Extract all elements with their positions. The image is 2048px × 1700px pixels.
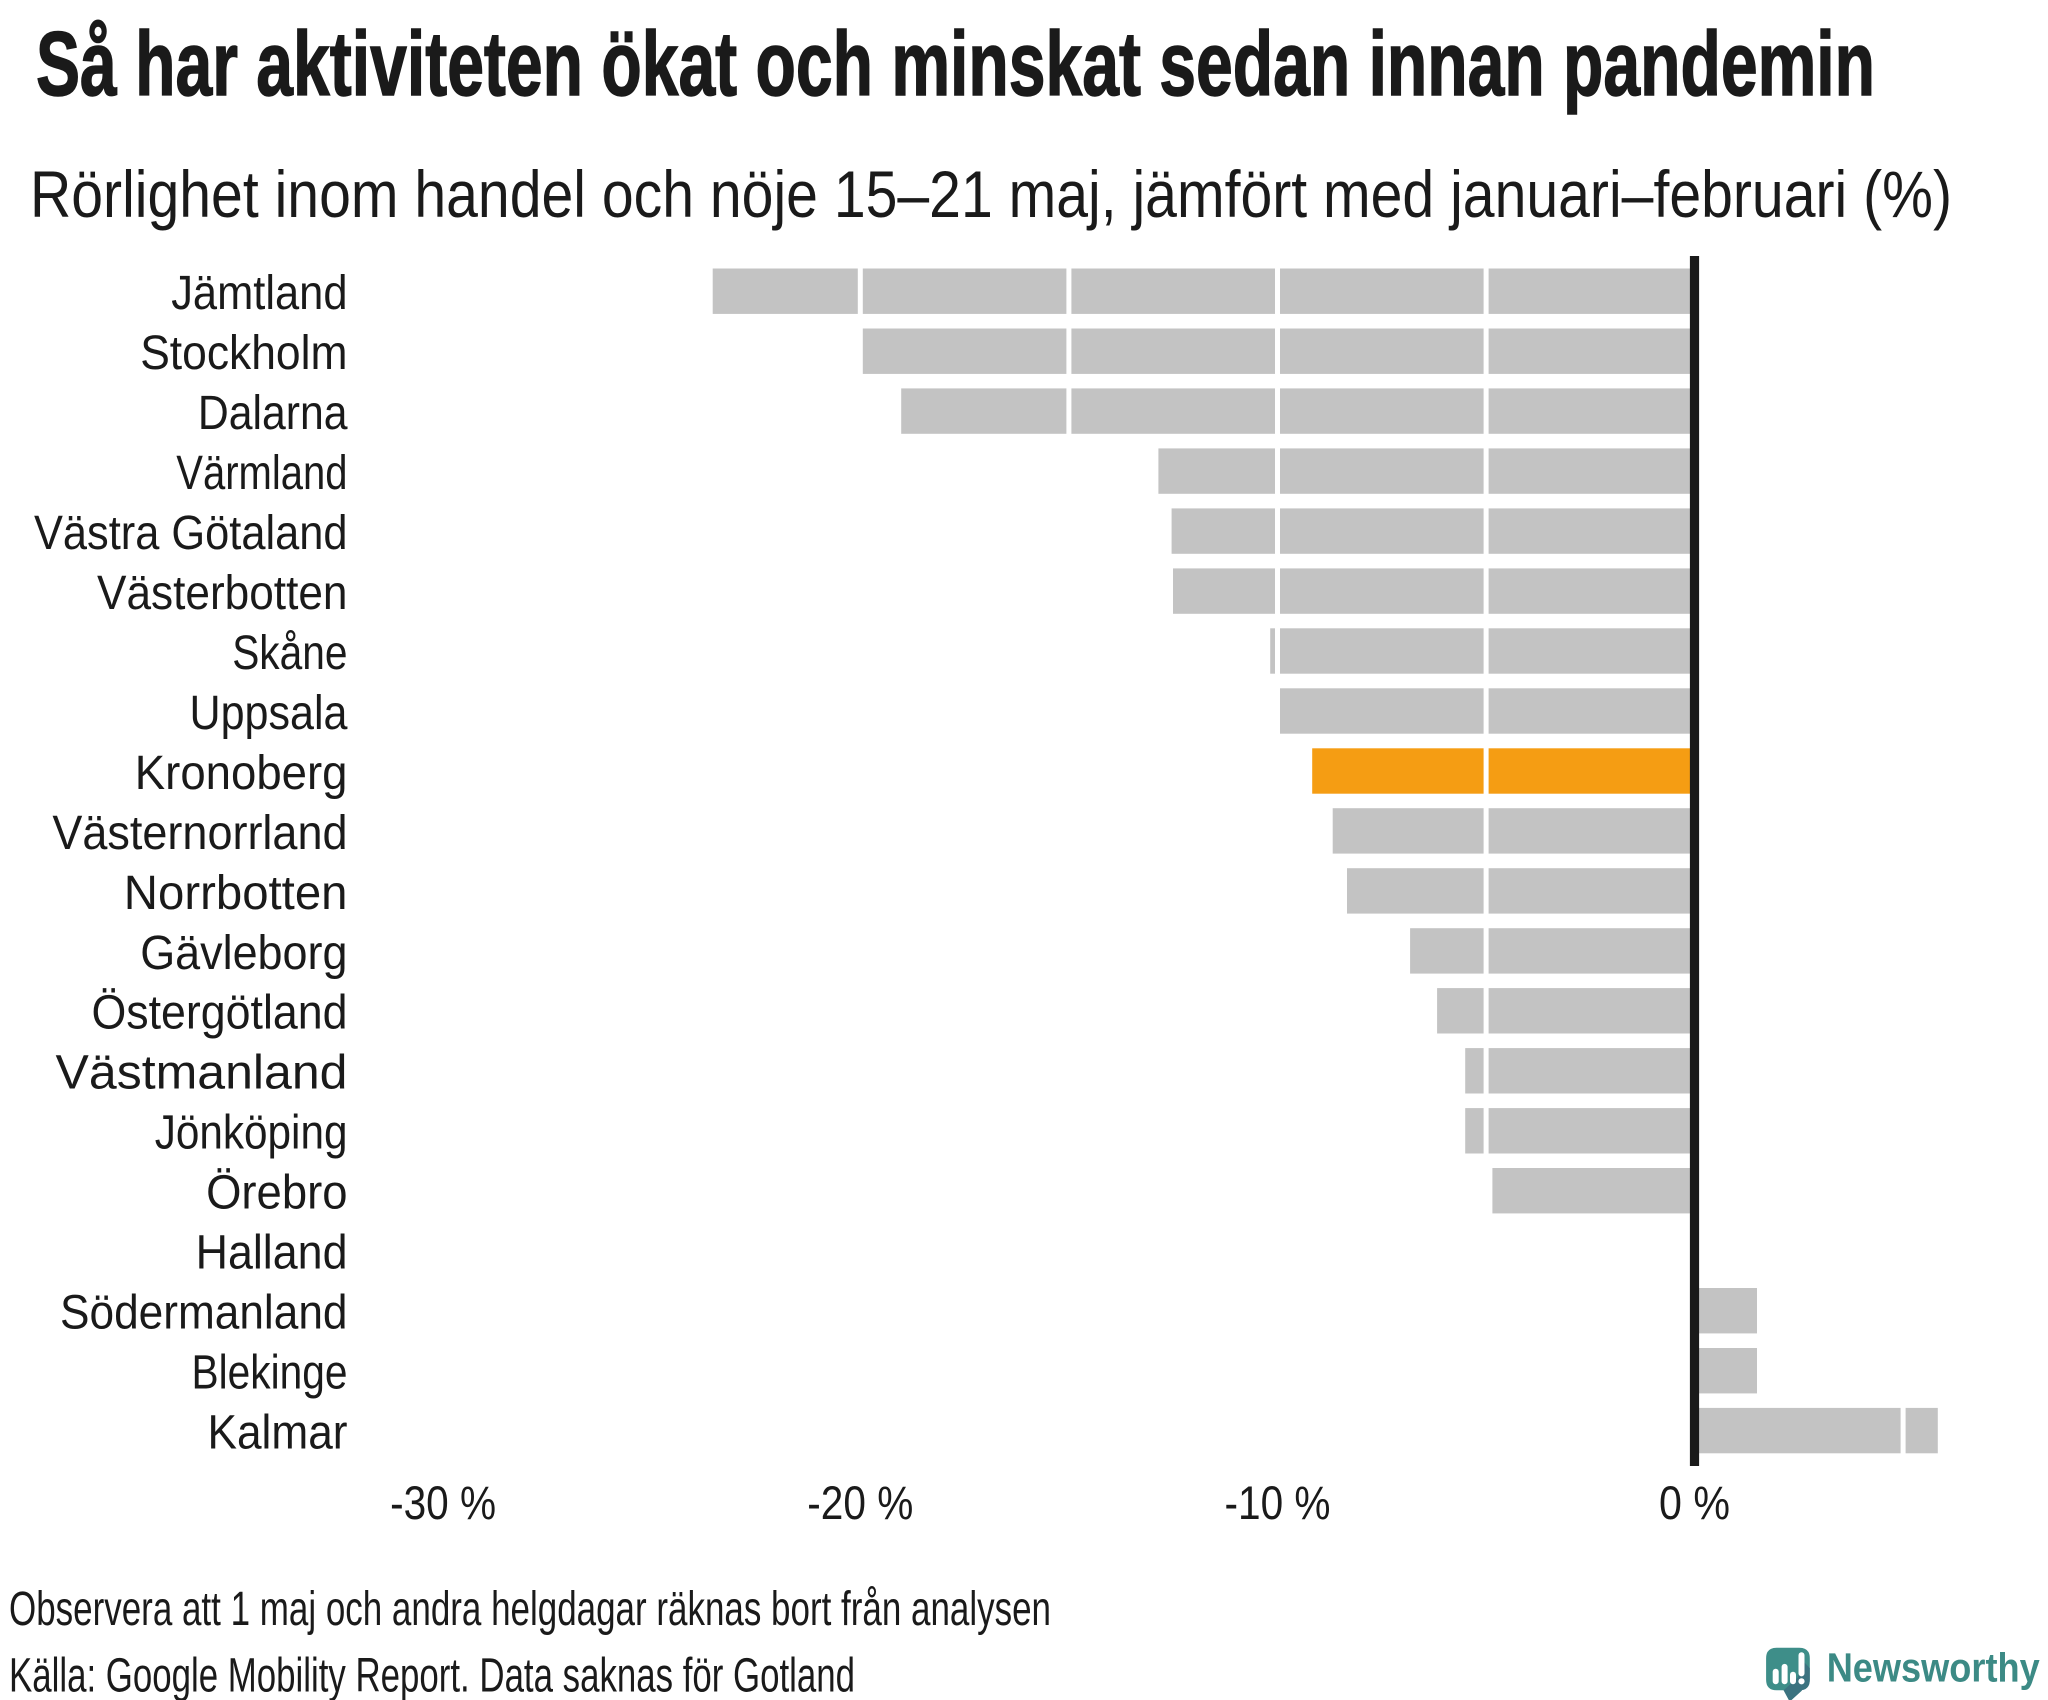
svg-text:Värmland: Värmland	[176, 447, 347, 500]
svg-text:Västernorrland: Västernorrland	[52, 807, 347, 860]
svg-text:Blekinge: Blekinge	[192, 1347, 348, 1400]
svg-text:Gävleborg: Gävleborg	[140, 927, 347, 980]
svg-text:Stockholm: Stockholm	[140, 327, 347, 380]
svg-text:Jämtland: Jämtland	[171, 267, 347, 320]
svg-text:Södermanland: Södermanland	[60, 1287, 348, 1340]
svg-text:Uppsala: Uppsala	[190, 687, 348, 740]
svg-text:-30 %: -30 %	[390, 1476, 496, 1529]
svg-text:-20 %: -20 %	[807, 1476, 913, 1529]
svg-text:Observera att 1 maj och andra: Observera att 1 maj och andra helgdagar …	[9, 1583, 1051, 1636]
svg-text:Newsworthy: Newsworthy	[1827, 1645, 2040, 1691]
svg-text:Norrbotten: Norrbotten	[124, 867, 348, 920]
svg-text:Kalmar: Kalmar	[208, 1407, 348, 1460]
svg-text:Skåne: Skåne	[232, 627, 347, 680]
svg-text:Västerbotten: Västerbotten	[97, 567, 348, 620]
svg-text:Dalarna: Dalarna	[198, 387, 348, 440]
svg-text:Halland: Halland	[196, 1227, 348, 1280]
svg-text:Västmanland: Västmanland	[56, 1047, 348, 1100]
svg-text:0 %: 0 %	[1659, 1476, 1730, 1529]
svg-text:Östergötland: Östergötland	[92, 987, 348, 1040]
svg-text:Rörlighet inom handel och nöje: Rörlighet inom handel och nöje 15–21 maj…	[30, 157, 1952, 231]
svg-text:Västra Götaland: Västra Götaland	[34, 507, 348, 560]
svg-text:Örebro: Örebro	[206, 1167, 347, 1220]
svg-text:-10 %: -10 %	[1225, 1476, 1331, 1529]
svg-text:Så har aktiviteten ökat och mi: Så har aktiviteten ökat och minskat seda…	[36, 14, 1875, 115]
svg-text:Jönköping: Jönköping	[155, 1107, 348, 1160]
svg-text:Källa: Google Mobility Report.: Källa: Google Mobility Report. Data sakn…	[9, 1649, 855, 1700]
svg-text:Kronoberg: Kronoberg	[135, 747, 348, 800]
